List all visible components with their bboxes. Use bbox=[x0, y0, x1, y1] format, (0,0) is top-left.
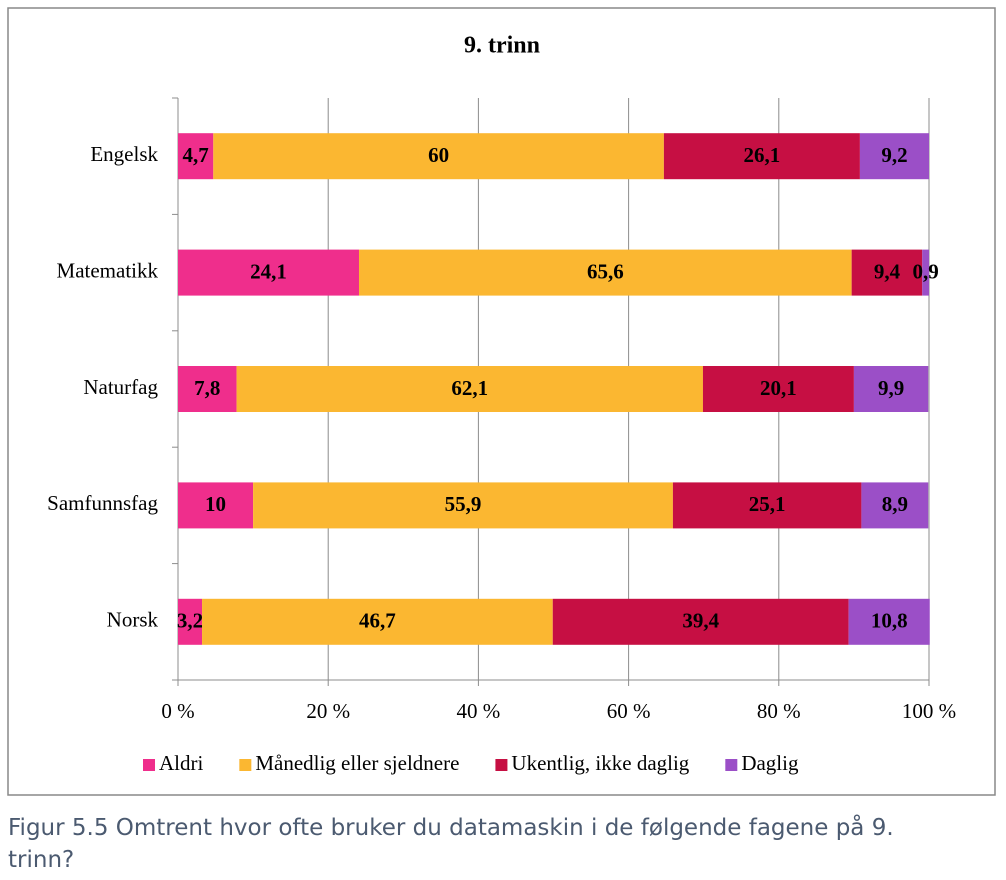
bar-segment bbox=[552, 598, 849, 645]
data-label: 10,8 bbox=[871, 609, 908, 633]
data-label: 62,1 bbox=[451, 376, 488, 400]
chart-title: 9. trinn bbox=[464, 33, 540, 59]
data-label: 9,9 bbox=[878, 376, 904, 400]
data-label: 7,8 bbox=[194, 376, 220, 400]
data-label: 60 bbox=[428, 143, 449, 167]
y-tick-label: Matematikk bbox=[57, 258, 159, 282]
bar-segment bbox=[178, 598, 203, 645]
bar-segment bbox=[178, 366, 237, 412]
y-tick-label: Samfunnsfag bbox=[47, 491, 158, 515]
data-label: 4,7 bbox=[183, 143, 209, 167]
legend-swatch bbox=[239, 759, 252, 771]
data-label: 25,1 bbox=[749, 492, 786, 516]
bar-segment bbox=[851, 249, 923, 296]
data-label: 46,7 bbox=[359, 609, 396, 633]
data-label: 65,6 bbox=[587, 259, 624, 283]
data-label: 10 bbox=[205, 492, 226, 516]
x-tick-label: 80 % bbox=[757, 699, 801, 723]
bar-segment bbox=[663, 133, 860, 180]
bar-segment bbox=[178, 133, 214, 180]
bar-segment bbox=[178, 482, 254, 529]
y-tick-label: Engelsk bbox=[90, 142, 158, 166]
chart: 9. trinn 0 % 20 % 40 % 60 % 80 % 100 % Engelsk… bbox=[7, 7, 996, 796]
data-label: 0,9 bbox=[912, 259, 938, 283]
bar-segment bbox=[853, 366, 929, 412]
data-label: 39,4 bbox=[682, 609, 719, 633]
data-label: 20,1 bbox=[760, 376, 797, 400]
data-label: 26,1 bbox=[744, 143, 781, 167]
x-tick-label: 40 % bbox=[457, 699, 501, 723]
data-label: 8,9 bbox=[882, 492, 908, 516]
bar-segment bbox=[358, 249, 852, 296]
bar-segment bbox=[253, 482, 673, 529]
bar-segment bbox=[202, 598, 553, 645]
data-label: 24,1 bbox=[250, 259, 287, 283]
legend-swatch bbox=[725, 759, 738, 771]
x-tick-label: 0 % bbox=[161, 699, 194, 723]
data-label: 3,2 bbox=[177, 609, 203, 633]
y-tick-label: Norsk bbox=[107, 608, 159, 632]
bar-segment bbox=[672, 482, 862, 529]
bar-segment bbox=[178, 249, 359, 296]
bar-segment bbox=[859, 133, 929, 180]
legend-label: Daglig bbox=[741, 751, 799, 775]
figure-caption: Figur 5.5 Omtrent hvor ofte bruker du da… bbox=[8, 815, 894, 873]
data-label: 55,9 bbox=[445, 492, 482, 516]
y-tick-label: Naturfag bbox=[83, 375, 158, 399]
legend-label: Månedlig eller sjeldnere bbox=[255, 751, 459, 775]
x-tick-label: 100 % bbox=[902, 699, 956, 723]
legend-label: Aldri bbox=[159, 751, 203, 775]
legend-label: Ukentlig, ikke daglig bbox=[511, 751, 689, 775]
legend-swatch bbox=[495, 759, 508, 771]
data-label: 9,2 bbox=[881, 143, 907, 167]
bar-segment bbox=[861, 482, 929, 529]
bar-segment bbox=[213, 133, 664, 180]
legend-swatch bbox=[143, 759, 155, 771]
bar-segment bbox=[848, 598, 930, 645]
data-label: 9,4 bbox=[874, 259, 901, 283]
bar-segment bbox=[922, 249, 929, 296]
bar-segment bbox=[702, 366, 854, 412]
x-tick-label: 20 % bbox=[306, 699, 350, 723]
x-tick-label: 60 % bbox=[607, 699, 651, 723]
bar-segment bbox=[236, 366, 703, 412]
